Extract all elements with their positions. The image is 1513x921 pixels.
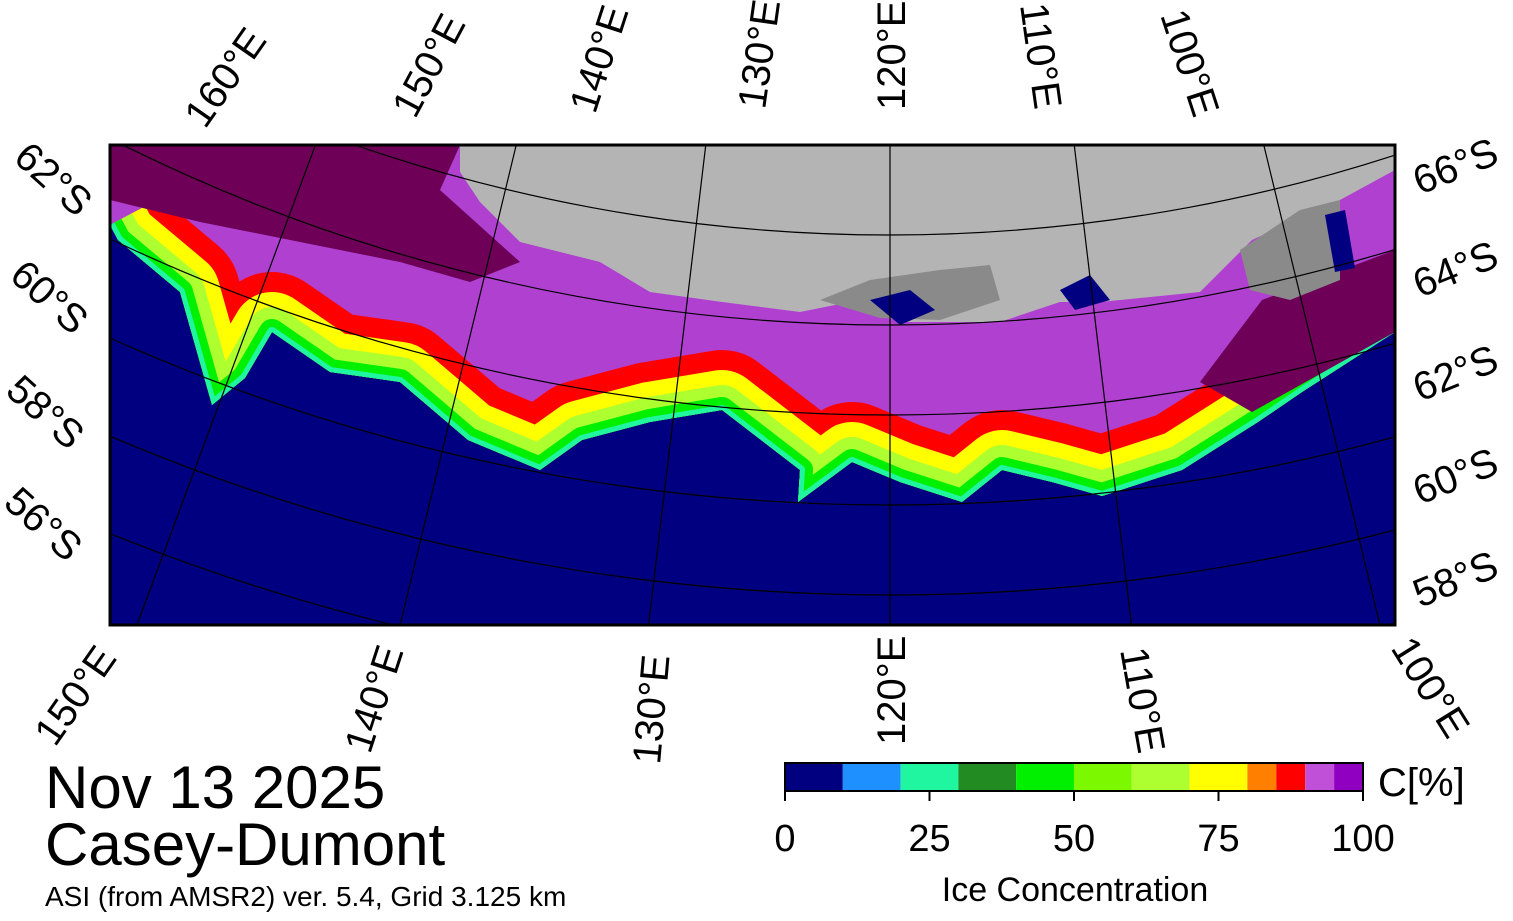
colorbar-bin	[958, 763, 1017, 791]
longitude-label: 130°E	[625, 653, 678, 766]
longitude-label: 150°E	[26, 638, 125, 753]
right-latitude-labels: 66°S 64°S 62°S 60°S 58°S	[1407, 130, 1504, 616]
meridian	[136, 145, 317, 625]
latitude-label: 64°S	[1407, 233, 1504, 306]
meridian	[647, 145, 707, 625]
meridian	[1073, 145, 1133, 625]
latitude-label: 58°S	[0, 367, 92, 458]
colorbar-bin	[1247, 763, 1277, 791]
latitude-label: 62°S	[6, 134, 100, 225]
longitude-label: 100°E	[1382, 629, 1477, 745]
longitude-label: 160°E	[176, 20, 275, 135]
colorbar-bin	[785, 763, 843, 791]
colorbar-bin	[1016, 763, 1074, 791]
meridian	[1263, 145, 1381, 625]
colorbar-unit: C[%]	[1378, 761, 1465, 805]
source: ASI (from AMSR2) ver. 5.4, Grid 3.125 km	[45, 881, 566, 912]
latitude-label: 66°S	[1407, 130, 1504, 203]
polynya	[1325, 210, 1355, 272]
longitude-label: 130°E	[730, 0, 789, 111]
ice-band	[110, 222, 1395, 502]
longitude-label: 120°E	[870, 1, 914, 110]
colorbar-bin	[1276, 763, 1306, 791]
colorbar-tick-label: 25	[908, 818, 950, 860]
longitude-label: 110°E	[1111, 644, 1173, 756]
ice-shelf	[1240, 200, 1340, 300]
colorbar-bin	[1074, 763, 1132, 791]
colorbar-bin	[900, 763, 959, 791]
colorbar-label: Ice Concentration	[942, 871, 1209, 909]
longitude-label: 120°E	[870, 636, 914, 745]
top-longitude-labels: 160°E 150°E 140°E 130°E 120°E 110°E 100°…	[176, 0, 1227, 135]
longitude-label: 100°E	[1151, 4, 1227, 122]
latitude-label: 58°S	[1407, 543, 1504, 616]
longitude-label: 140°E	[562, 0, 638, 118]
colorbar-bin	[1189, 763, 1248, 791]
latitude-label: 62°S	[1407, 337, 1504, 410]
colorbar-tick-label: 75	[1197, 818, 1239, 860]
colorbar-bin	[1334, 763, 1363, 791]
latitude-label: 56°S	[0, 479, 90, 570]
colorbar-tick-label: 0	[774, 818, 795, 860]
meridian	[399, 145, 517, 625]
bottom-longitude-labels: 150°E 140°E 130°E 120°E 110°E 100°E	[26, 629, 1477, 765]
longitude-label: 150°E	[384, 7, 474, 124]
colorbar-tick-label: 100	[1331, 818, 1394, 860]
map-frame	[108, 143, 1397, 627]
colorbar-tick-label: 50	[1053, 818, 1095, 860]
region: Casey-Dumont	[45, 811, 445, 878]
left-latitude-labels: 62°S 60°S 58°S 56°S	[0, 134, 100, 570]
longitude-label: 110°E	[1011, 0, 1069, 112]
polynya	[870, 290, 935, 325]
latitude-label: 60°S	[1407, 440, 1504, 513]
colorbar-bin	[842, 763, 901, 791]
longitude-label: 140°E	[337, 640, 413, 758]
colorbar-bin	[1305, 763, 1335, 791]
date: Nov 13 2025	[45, 754, 385, 821]
colorbar-bin	[1131, 763, 1190, 791]
ice-pack	[110, 145, 520, 282]
ice-pack	[1200, 250, 1395, 412]
colorbar: 0 25 50 75 100	[774, 762, 1395, 860]
graticule	[110, 145, 1395, 625]
map-area	[110, 145, 1395, 625]
latitude-label: 60°S	[2, 252, 96, 343]
land	[460, 145, 1395, 322]
polynya	[1060, 275, 1110, 310]
